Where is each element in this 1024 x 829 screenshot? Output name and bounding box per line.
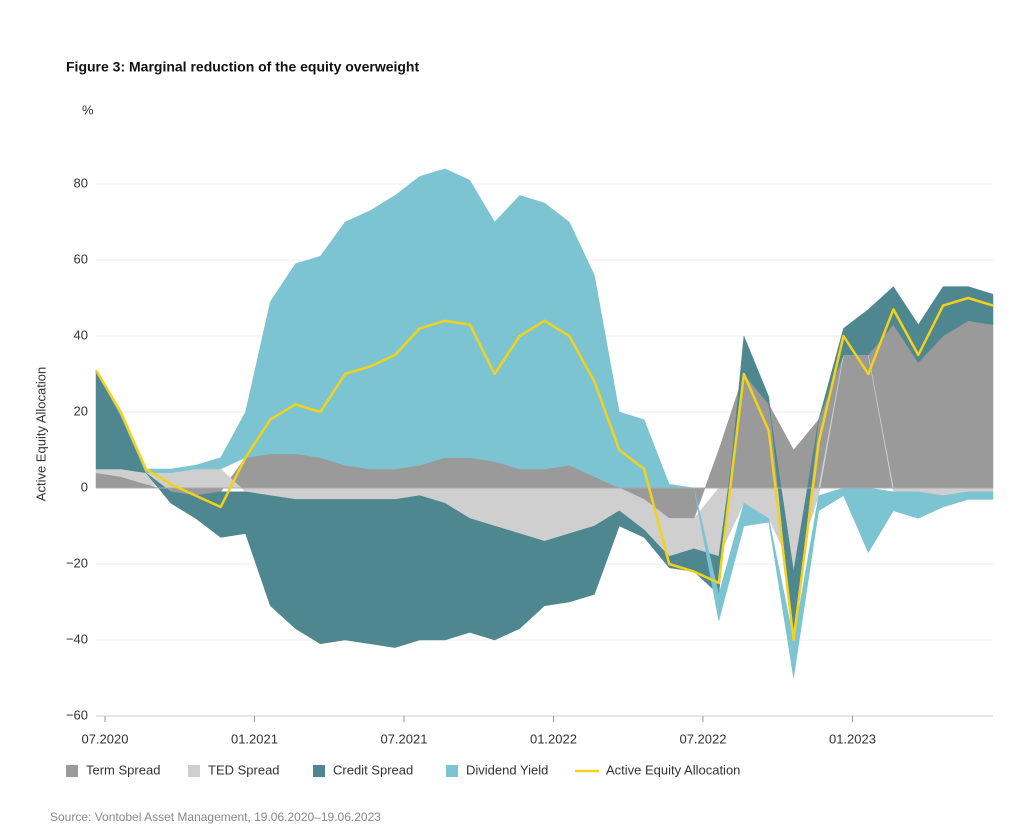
- y-tick-label: 60: [74, 251, 88, 266]
- x-tick-label: 01.2022: [530, 731, 577, 746]
- legend-swatch: [446, 765, 458, 777]
- legend-label: Credit Spread: [333, 762, 413, 777]
- source: Source: Vontobel Asset Management, 19.06…: [50, 810, 381, 824]
- y-tick-label: −20: [66, 555, 88, 570]
- y-tick-label: 0: [81, 479, 88, 494]
- area: [95, 286, 994, 648]
- x-tick-label: 01.2023: [829, 731, 876, 746]
- y-axis-label: Active Equity Allocation: [33, 367, 48, 501]
- unit-label: %: [82, 102, 94, 117]
- legend-label: TED Spread: [208, 762, 280, 777]
- legend-swatch: [66, 765, 78, 777]
- line: [94, 296, 994, 642]
- y-tick-label: 20: [74, 403, 88, 418]
- legend-swatch: [188, 765, 200, 777]
- legend-label: Dividend Yield: [466, 762, 548, 777]
- y-tick-label: 40: [74, 327, 88, 342]
- legend-label: Term Spread: [86, 762, 160, 777]
- x-tick-label: 07.2022: [679, 731, 726, 746]
- x-tick-label: 07.2021: [380, 731, 427, 746]
- legend-label: Active Equity Allocation: [606, 762, 740, 777]
- legend-swatch: [313, 765, 325, 777]
- x-tick-label: 01.2021: [231, 731, 278, 746]
- y-tick-label: 80: [74, 175, 88, 190]
- y-tick-label: −40: [66, 631, 88, 646]
- y-tick-label: −60: [66, 707, 88, 722]
- x-tick-label: 07.2020: [81, 731, 128, 746]
- area: [95, 168, 994, 679]
- chart-title: Figure 3: Marginal reduction of the equi…: [66, 59, 419, 75]
